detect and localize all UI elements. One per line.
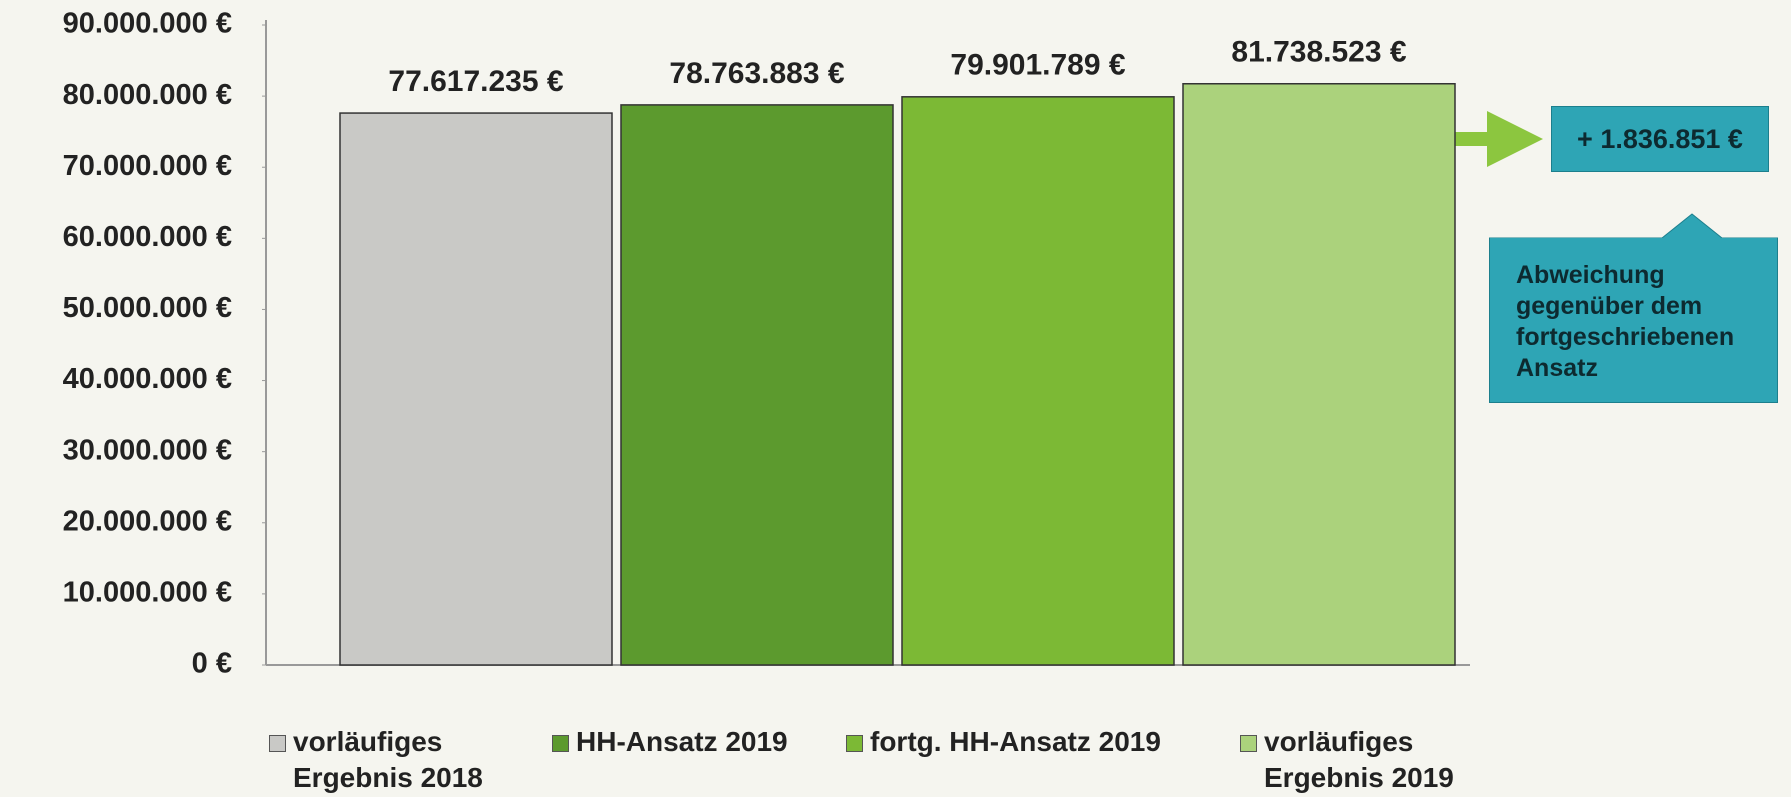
bar bbox=[620, 104, 894, 666]
value-label: 79.901.789 € bbox=[950, 49, 1125, 82]
callout-box: Abweichung gegenüber dem fortgeschrieben… bbox=[1489, 238, 1778, 403]
y-tick-label: 30.000.000 € bbox=[63, 434, 232, 466]
bar bbox=[901, 96, 1175, 666]
y-tick-label: 40.000.000 € bbox=[63, 363, 232, 395]
value-label: 81.738.523 € bbox=[1231, 36, 1406, 69]
bar bbox=[339, 112, 613, 666]
legend-label: vorläufiges Ergebnis 2019 bbox=[1264, 726, 1454, 793]
legend-label: HH-Ansatz 2019 bbox=[576, 726, 788, 757]
y-tick-label: 70.000.000 € bbox=[63, 150, 232, 182]
y-tick-label: 0 € bbox=[192, 648, 232, 680]
legend-swatch bbox=[552, 735, 569, 752]
difference-box: + 1.836.851 € bbox=[1551, 106, 1769, 172]
y-tick-label: 60.000.000 € bbox=[63, 221, 232, 253]
legend-swatch bbox=[1240, 735, 1257, 752]
legend-item: fortg. HH-Ansatz 2019 bbox=[846, 724, 1200, 760]
value-label: 77.617.235 € bbox=[388, 65, 563, 98]
y-tick-label: 20.000.000 € bbox=[63, 505, 232, 537]
legend-swatch bbox=[269, 735, 286, 752]
y-tick-label: 50.000.000 € bbox=[63, 292, 232, 324]
legend-label: vorläufiges Ergebnis 2018 bbox=[293, 726, 483, 793]
y-tick-label: 90.000.000 € bbox=[63, 8, 232, 40]
bar bbox=[1182, 82, 1456, 666]
y-tick-label: 10.000.000 € bbox=[63, 577, 232, 609]
legend-swatch bbox=[846, 735, 863, 752]
legend-item: HH-Ansatz 2019 bbox=[552, 724, 906, 760]
legend-label: fortg. HH-Ansatz 2019 bbox=[870, 726, 1161, 757]
legend-item: vorläufiges Ergebnis 2018 bbox=[269, 724, 553, 796]
y-tick-label: 80.000.000 € bbox=[63, 79, 232, 111]
legend-item: vorläufiges Ergebnis 2019 bbox=[1240, 724, 1524, 796]
value-label: 78.763.883 € bbox=[669, 57, 844, 90]
